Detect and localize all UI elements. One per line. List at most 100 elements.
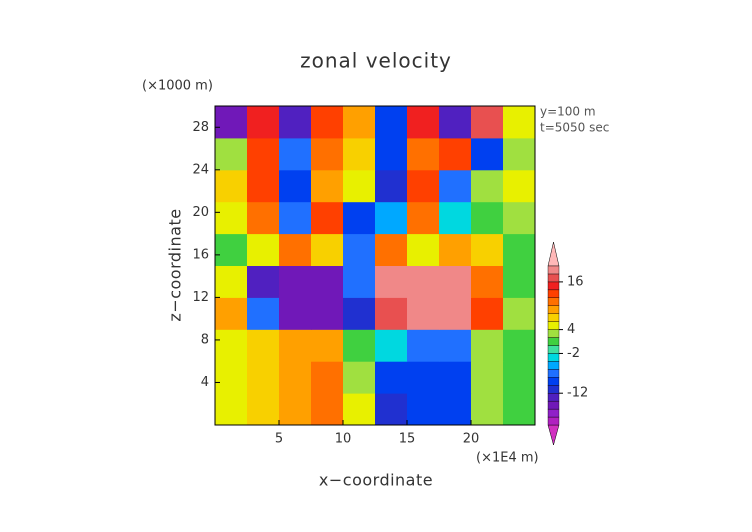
field-cell — [343, 265, 376, 298]
field-cell — [503, 297, 536, 330]
field-cell — [375, 201, 408, 235]
colorbar-box — [547, 345, 560, 354]
colorbar-box — [547, 265, 560, 275]
colorbar-box — [547, 289, 560, 299]
colorbar-box — [547, 273, 560, 283]
field-cell — [471, 297, 504, 330]
field-cell — [375, 106, 408, 139]
field-cell — [439, 233, 472, 266]
colorbar-box — [547, 353, 560, 362]
field-cell — [375, 265, 408, 298]
colorbar-box — [547, 400, 560, 410]
field-cell — [503, 361, 536, 394]
colorbar-box — [547, 329, 560, 338]
field-cell — [343, 329, 376, 362]
field-cell — [471, 169, 504, 203]
field-cell — [471, 106, 504, 139]
colorbar-tick-label: -12 — [567, 386, 588, 401]
y-tick-label: 16 — [192, 247, 209, 262]
annotation: t=5050 sec — [540, 121, 609, 135]
field-cell — [311, 393, 344, 426]
field-cell — [503, 137, 536, 171]
field-cell — [343, 361, 376, 394]
field-cell — [343, 393, 376, 426]
colorbar-tick-label: 4 — [567, 322, 575, 337]
field-cell — [439, 137, 472, 171]
field-cell — [375, 329, 408, 362]
field-cell — [247, 329, 280, 362]
field-cell — [407, 137, 440, 171]
field-cell — [247, 137, 280, 171]
field-cell — [439, 169, 472, 203]
field-cell — [471, 201, 504, 235]
field-cell — [247, 297, 280, 330]
field-cell — [311, 201, 344, 235]
field-cell — [215, 201, 248, 235]
field-cell — [279, 265, 312, 298]
field-cell — [279, 169, 312, 203]
field-cell — [279, 137, 312, 171]
field-cell — [279, 393, 312, 426]
field-cell — [215, 233, 248, 266]
field-cell — [343, 201, 376, 235]
field-cell — [439, 361, 472, 394]
field-cell — [471, 329, 504, 362]
field-cell — [439, 297, 472, 330]
field-cell — [439, 393, 472, 426]
field-cell — [407, 233, 440, 266]
field-cell — [215, 393, 248, 426]
field-cell — [343, 169, 376, 203]
field-cell — [215, 106, 248, 139]
field-cell — [311, 106, 344, 139]
field-cell — [375, 169, 408, 203]
field-cell — [471, 265, 504, 298]
colorbar-box — [547, 361, 560, 370]
colorbar-box — [547, 385, 560, 394]
colorbar-box — [547, 416, 560, 426]
field-cell — [375, 297, 408, 330]
field-cell — [215, 361, 248, 394]
field-cell — [503, 169, 536, 203]
chart-title: zonal velocity — [300, 49, 452, 73]
field-cell — [247, 265, 280, 298]
field-cell — [407, 201, 440, 235]
colorbar-box — [547, 305, 560, 314]
y-tick-label: 12 — [192, 290, 209, 305]
field-cell — [215, 137, 248, 171]
field-cell — [407, 329, 440, 362]
field-cell — [375, 393, 408, 426]
field-cell — [247, 361, 280, 394]
field-cell — [311, 233, 344, 266]
field-cell — [407, 297, 440, 330]
field-cell — [311, 169, 344, 203]
field-cell — [439, 265, 472, 298]
colorbar-tick-label: -2 — [567, 346, 580, 361]
field-cell — [503, 233, 536, 266]
field-cell — [471, 393, 504, 426]
x-unit: (×1E4 m) — [476, 451, 539, 466]
field-cell — [407, 393, 440, 426]
x-tick-label: 5 — [275, 432, 283, 447]
y-tick-label: 20 — [192, 205, 209, 220]
field-cell — [503, 329, 536, 362]
field-cell — [343, 106, 376, 139]
field-cell — [311, 361, 344, 394]
y-tick-label: 24 — [192, 162, 209, 177]
field-cell — [247, 393, 280, 426]
colorbar-box — [547, 337, 560, 346]
plot-frame — [214, 105, 536, 426]
field-cell — [311, 265, 344, 298]
colorbar-box — [547, 281, 560, 291]
field-cell — [439, 106, 472, 139]
contour-field — [215, 106, 536, 426]
field-cell — [247, 201, 280, 235]
x-tick-label: 20 — [463, 432, 480, 447]
field-cell — [215, 297, 248, 330]
x-tick-label: 10 — [335, 432, 352, 447]
field-cell — [279, 329, 312, 362]
colorbar-tick-label: 16 — [567, 274, 584, 289]
field-cell — [215, 169, 248, 203]
colorbar-box — [547, 369, 560, 378]
y-tick-label: 28 — [192, 120, 209, 135]
